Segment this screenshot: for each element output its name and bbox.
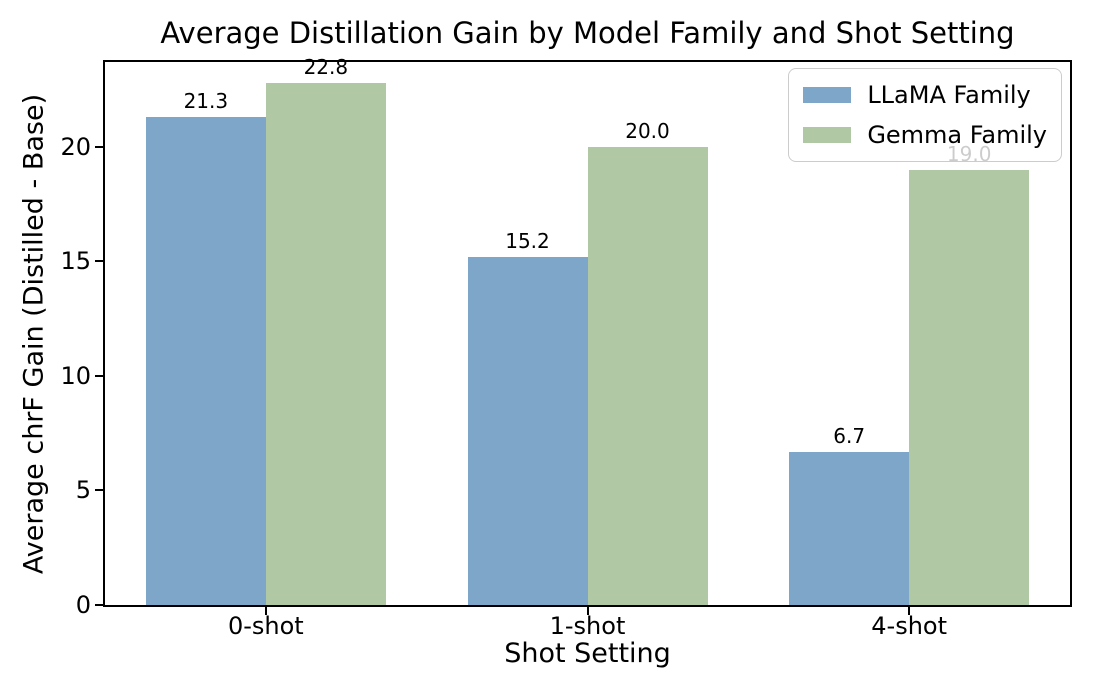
legend-entry: LLaMA Family — [803, 79, 1047, 111]
bar-value-label: 20.0 — [625, 118, 670, 143]
chart-title: Average Distillation Gain by Model Famil… — [160, 16, 1015, 50]
x-tick — [264, 607, 267, 615]
x-tick — [586, 607, 589, 615]
bar — [145, 117, 266, 605]
y-tick-label: 20 — [60, 132, 91, 161]
bar-value-label: 22.8 — [303, 54, 349, 79]
bar — [909, 169, 1030, 605]
x-tick-label: 0-shot — [227, 612, 304, 640]
bar — [265, 82, 386, 605]
y-tick-label: 10 — [60, 361, 91, 390]
x-tick — [908, 607, 911, 615]
legend: LLaMA Family Gemma Family — [788, 68, 1062, 162]
legend-label: LLaMA Family — [867, 81, 1031, 109]
y-tick — [95, 145, 103, 148]
x-axis-label: Shot Setting — [504, 638, 671, 669]
bar — [789, 451, 910, 605]
bar-value-label: 15.2 — [505, 228, 550, 253]
y-tick-label: 15 — [60, 247, 91, 276]
y-tick — [95, 374, 103, 377]
y-tick — [95, 260, 103, 263]
plot-area: LLaMA Family Gemma Family 21.3 22.8 0-shot… — [60, 54, 1072, 638]
legend-swatch-gemma — [803, 127, 852, 143]
x-tick-label: 4-shot — [871, 612, 948, 640]
y-tick-label: 0 — [75, 591, 91, 619]
y-tick — [95, 489, 103, 492]
bar-value-label: 6.7 — [833, 423, 866, 448]
y-axis-label: Average chrF Gain (Distilled - Base) — [18, 93, 50, 575]
bar — [467, 256, 588, 605]
bar-value-label: 21.3 — [183, 89, 229, 113]
y-tick-label: 5 — [75, 476, 91, 505]
bar — [587, 146, 708, 605]
legend-label: Gemma Family — [867, 121, 1047, 149]
y-tick — [95, 604, 103, 606]
x-tick-label: 1-shot — [549, 612, 626, 640]
legend-entry: Gemma Family — [803, 119, 1047, 151]
legend-swatch-llama — [803, 87, 852, 103]
